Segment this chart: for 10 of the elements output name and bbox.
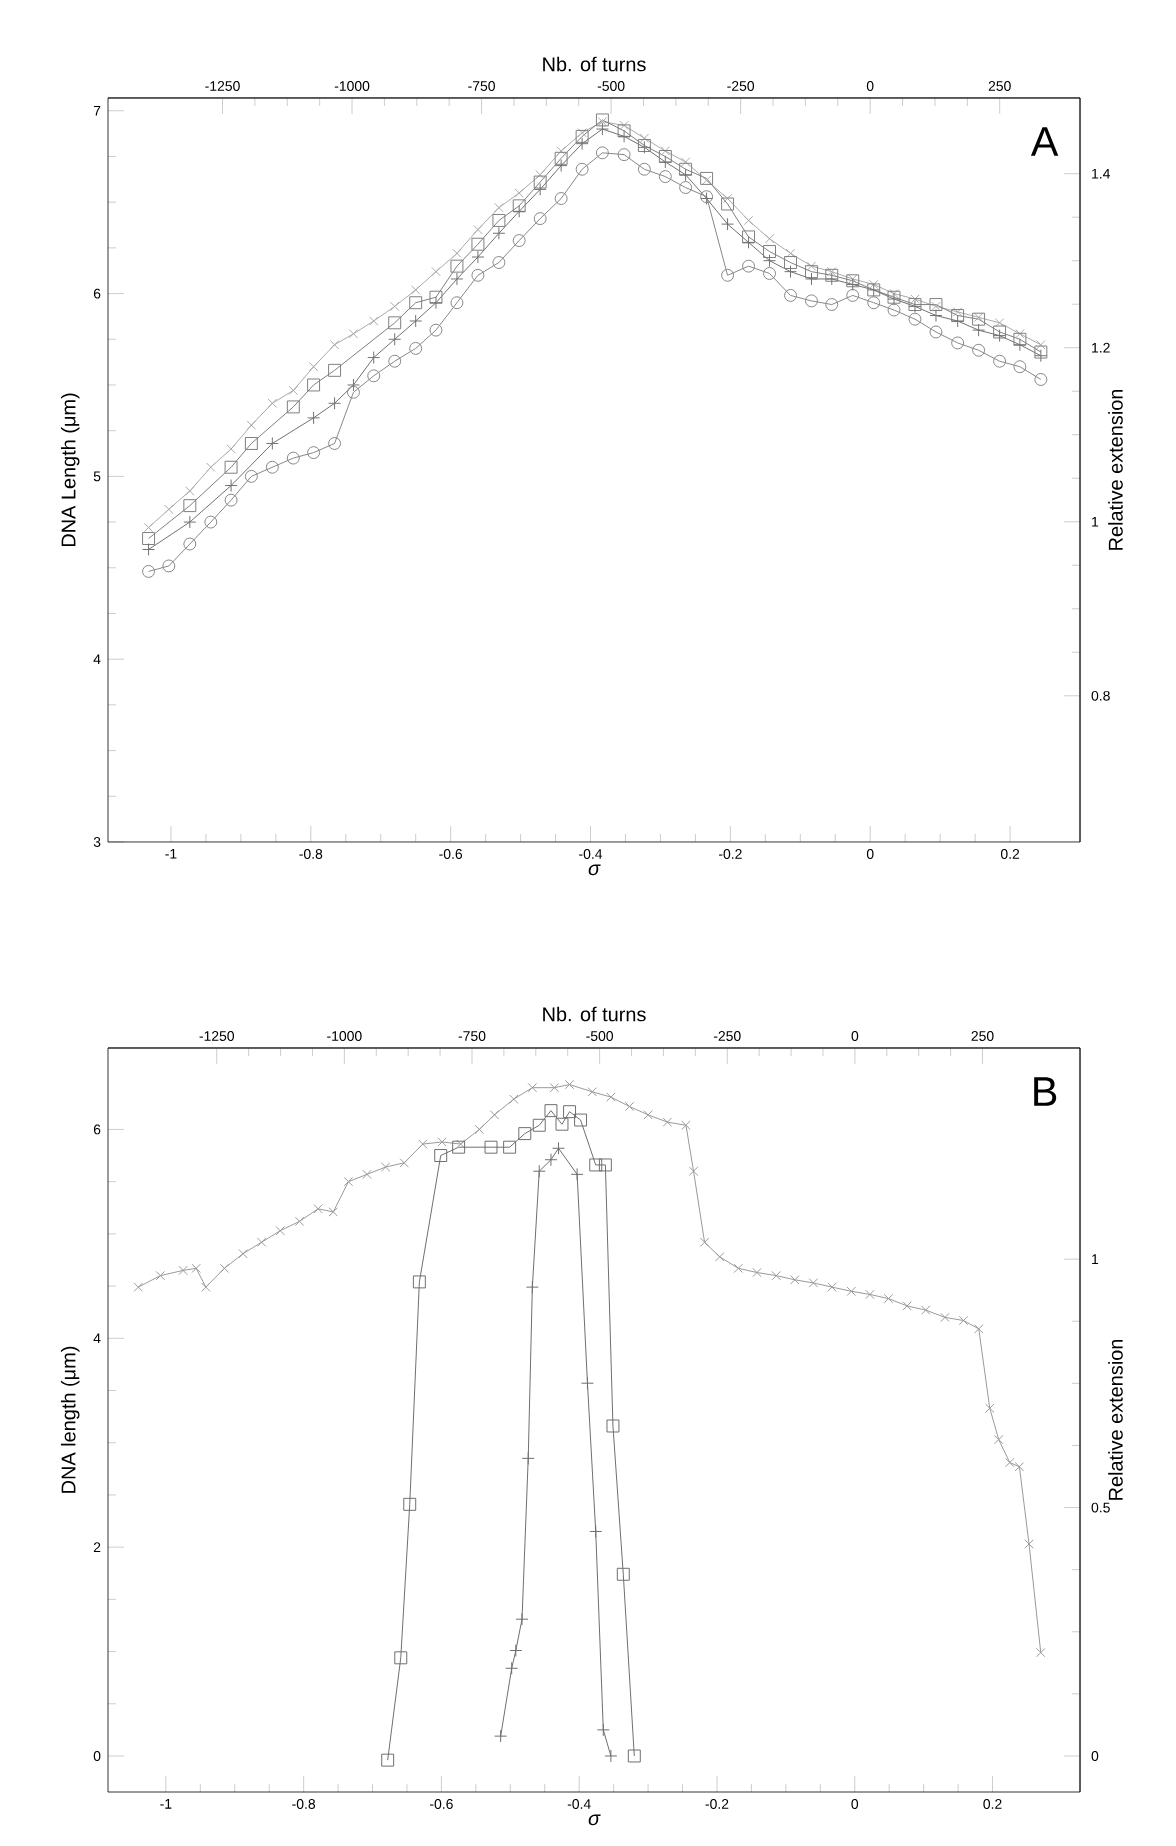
x-axis-title: σ <box>588 864 601 876</box>
x2-axis-title: Nb. of turns <box>543 1006 646 1022</box>
x2-axis-title: Nb. of turns <box>543 56 646 72</box>
x-axis-title: σ <box>588 1814 601 1826</box>
annotation: A <box>1030 127 1059 156</box>
annotation: B <box>1034 1077 1057 1106</box>
y-axis-title: DNA length (μm) <box>60 1346 80 1493</box>
y-axis-title: DNA Length (μm) <box>60 393 80 547</box>
y2-axis-title: Relative extension <box>1108 1339 1123 1500</box>
y2-axis-title: Relative extension <box>1108 389 1123 550</box>
